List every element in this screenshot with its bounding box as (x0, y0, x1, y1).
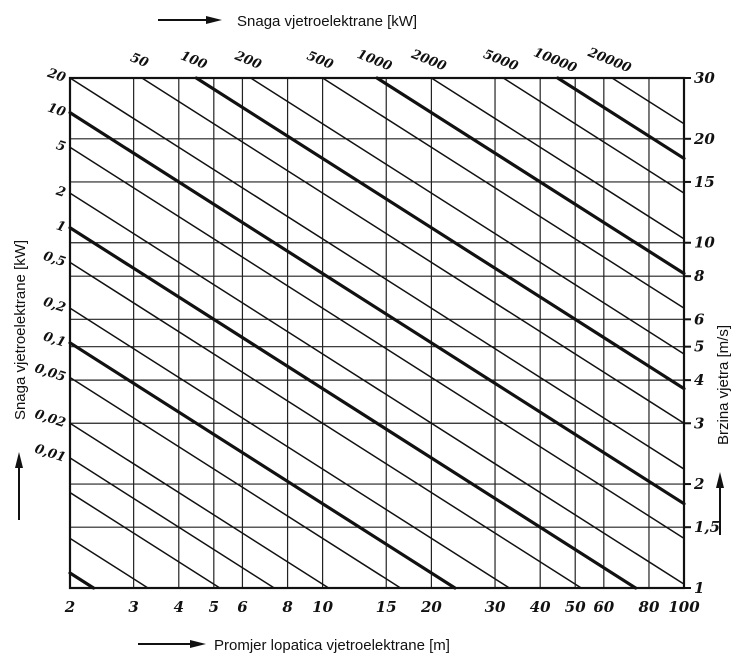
y-tick-label: 1,5 (694, 518, 720, 536)
power-label-left: 5 (54, 138, 67, 155)
x-tick-label: 5 (209, 598, 219, 616)
power-line (68, 341, 457, 590)
power-label-left: 0,01 (33, 442, 68, 466)
x-tick-label: 100 (668, 598, 700, 616)
power-line (69, 192, 685, 585)
power-line (69, 307, 511, 589)
y-tick-label: 1 (694, 579, 704, 597)
x-tick-label: 10 (312, 598, 333, 616)
x-tick-label: 3 (128, 598, 138, 616)
power-line (68, 571, 96, 590)
y-tick-label: 10 (694, 234, 715, 252)
y-tick-label: 20 (693, 130, 715, 148)
power-label-top: 100 (178, 49, 209, 73)
power-label-left: 10 (46, 101, 68, 121)
plot-frame (68, 76, 686, 590)
power-label-left: 1 (54, 218, 67, 235)
power-label-top: 50 (128, 50, 150, 71)
x-tick-label: 80 (639, 598, 660, 616)
power-line (68, 226, 638, 590)
x-axis-title: Promjer lopatica vjetroelektrane [m] (214, 637, 450, 654)
left-arrow-icon (15, 452, 23, 520)
x-tick-label: 15 (376, 598, 397, 616)
power-label-top: 200 (232, 48, 264, 72)
power-line (69, 261, 582, 589)
power-line (69, 422, 330, 589)
power-label-left: 0,05 (33, 361, 68, 385)
power-label-left: 0,5 (41, 249, 67, 270)
x-tick-label: 40 (530, 598, 551, 616)
x-tick-label: 6 (237, 598, 248, 616)
power-label-left: 0,02 (33, 407, 68, 431)
tick-labels-layer: 2 3 4 5 6 8 10 15 20 30 40 50 60 80 10011,523456810152… (33, 45, 720, 616)
right-arrow-icon (716, 472, 724, 535)
y-tick-label: 6 (694, 310, 705, 328)
x-tick-label: 50 (565, 598, 586, 616)
power-label-left: 0,2 (41, 295, 67, 316)
x-tick-label: 60 (593, 598, 614, 616)
power-line (321, 77, 685, 309)
power-label-top: 500 (305, 49, 336, 73)
left-axis-title: Snaga vjetroelektrane [kW] (12, 240, 29, 420)
right-axis-title: Brzina vjetra [m/s] (715, 325, 732, 445)
power-label-top: 10000 (531, 45, 579, 76)
power-line (69, 146, 685, 540)
power-line (430, 77, 685, 240)
power-line (249, 77, 685, 355)
power-line (69, 376, 402, 589)
power-line (69, 457, 275, 589)
power-label-top: 5000 (481, 47, 520, 74)
y-tick-label: 15 (694, 173, 715, 191)
y-tick-label: 5 (694, 338, 704, 356)
power-line (69, 537, 149, 589)
power-label-top: 1000 (355, 47, 394, 74)
y-tick-label: 4 (694, 371, 704, 389)
power-line (375, 76, 686, 276)
power-line (69, 77, 685, 470)
power-line (69, 491, 221, 589)
power-line (194, 76, 686, 391)
power-label-left: 0,1 (41, 329, 67, 350)
x-tick-label: 20 (420, 598, 442, 616)
x-tick-label: 4 (174, 598, 184, 616)
power-line (141, 77, 685, 425)
power-lines-layer (68, 76, 686, 590)
power-line (68, 111, 686, 506)
bottom-arrow-icon (138, 640, 206, 648)
power-label-top: 20000 (585, 45, 633, 76)
power-line (611, 77, 685, 125)
power-line (502, 77, 685, 194)
y-tick-label: 8 (694, 267, 705, 285)
x-tick-label: 2 (64, 598, 75, 616)
y-tick-label: 30 (694, 69, 715, 87)
y-tick-label: 3 (694, 414, 704, 432)
power-label-left: 2 (53, 184, 67, 201)
power-label-left: 20 (45, 66, 68, 86)
power-label-top: 2000 (408, 47, 448, 75)
x-tick-label: 8 (282, 598, 293, 616)
power-line (556, 76, 686, 161)
x-tick-label: 30 (485, 598, 506, 616)
top-axis-title: Snaga vjetroelektrane [kW] (237, 13, 417, 30)
y-tick-label: 2 (693, 475, 704, 493)
top-arrow-icon (158, 16, 222, 24)
